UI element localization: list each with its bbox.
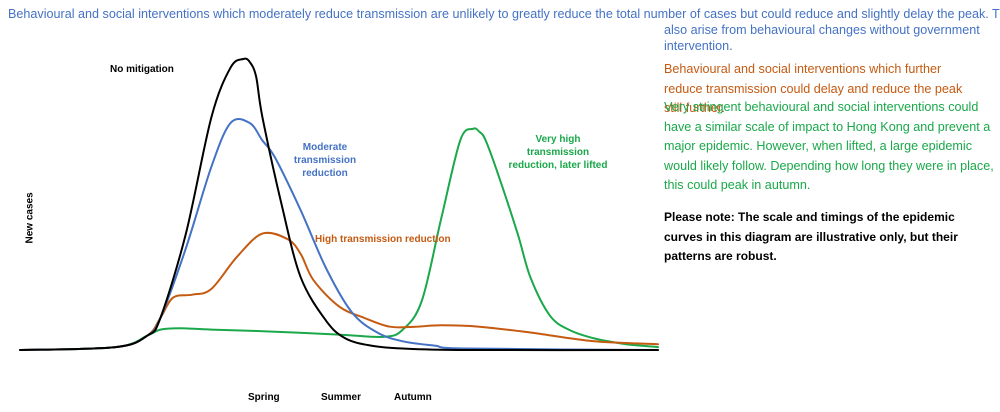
y-axis-label: New cases (23, 192, 37, 244)
x-tick-label-summer: Summer (321, 392, 362, 403)
annotation-moderate-reduction: Moderate transmission reduction (293, 142, 357, 179)
x-tick-label-spring: Spring (248, 392, 280, 403)
green-paragraph: Very stringent behavioural and social in… (664, 100, 994, 192)
blue-paragraph-line-3: intervention. (664, 39, 733, 53)
blue-paragraph-line-2: also arise from behavioural changes with… (664, 23, 980, 37)
annotation-no-mitigation: No mitigation (110, 64, 174, 75)
blue-paragraph-line-1: Behavioural and social interventions whi… (8, 7, 1000, 21)
series-line-very-high-transmission-reduction-later-lifted (19, 127, 659, 351)
orange-paragraph: Behavioural and social interventions whi… (664, 62, 963, 115)
y-axis-label-text: New cases (24, 192, 36, 244)
annotation-high-reduction: High transmission reduction (315, 234, 451, 245)
annotation-very-high-reduction: Very high transmission reduction, later … (508, 134, 608, 171)
x-tick-label-autumn: Autumn (394, 392, 432, 403)
please-note-paragraph: Please note: The scale and timings of th… (664, 210, 958, 263)
series-line-no-mitigation (19, 57, 659, 352)
